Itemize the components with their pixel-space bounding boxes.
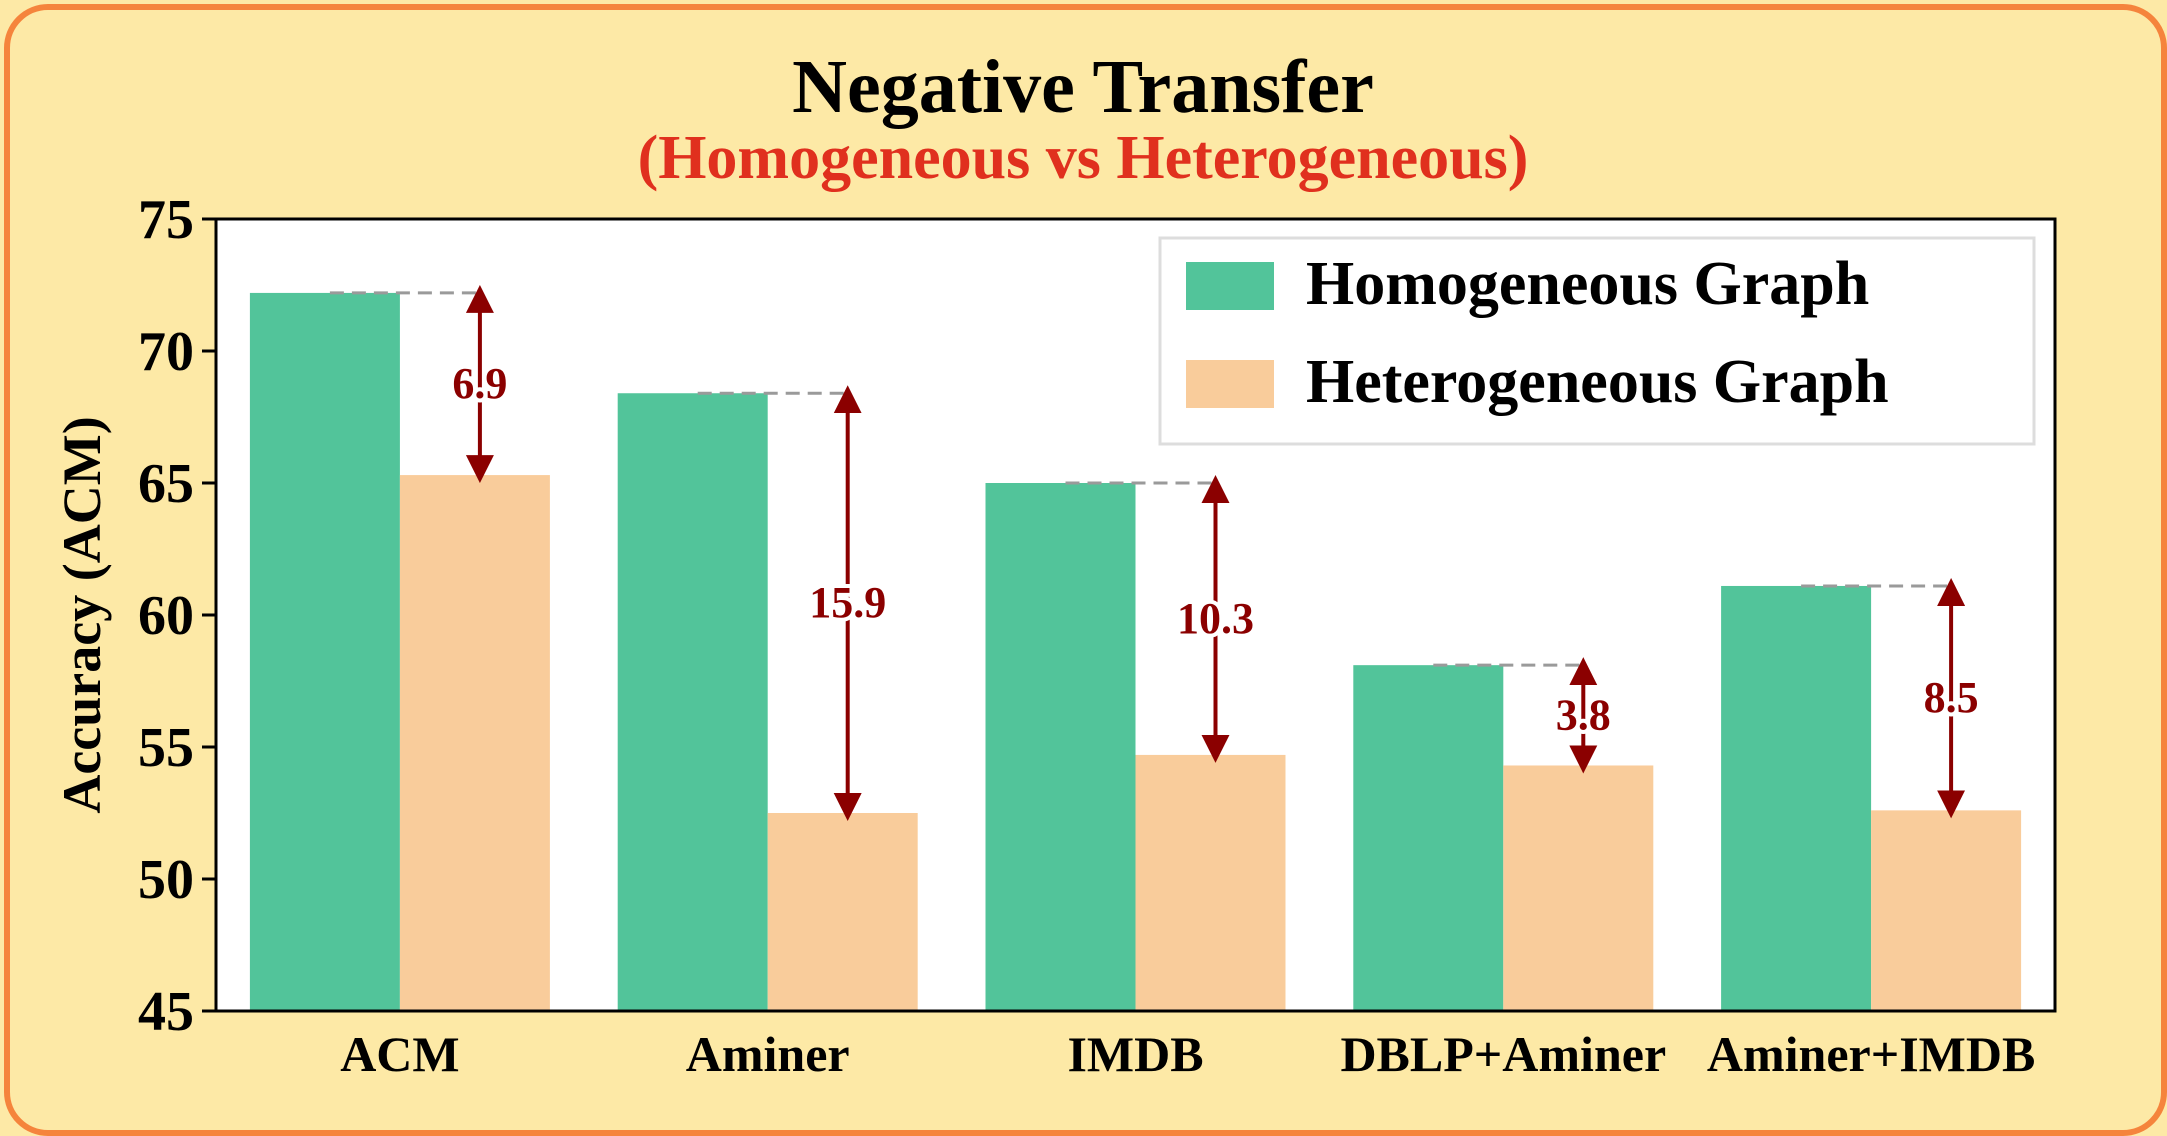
x-axis: ACM Aminer IMDB DBLP+Aminer Aminer+IMDB	[340, 1026, 2035, 1082]
legend-label: Homogeneous Graph	[1306, 250, 1869, 318]
y-tick-label: 60	[138, 585, 194, 647]
y-tick-label: 45	[138, 981, 194, 1043]
difference-label: 3.8	[1556, 690, 1611, 739]
bar-homogeneous-acm	[249, 292, 400, 1011]
difference-label: 15.9	[809, 578, 886, 627]
y-axis: 45 50 55 60 65 70 75	[138, 189, 216, 1043]
legend: Homogeneous Graph Heterogeneous Graph	[1158, 236, 2036, 446]
bars-layer	[249, 292, 2022, 1012]
bar-homogeneous-imdb	[985, 483, 1136, 1011]
bar-heterogeneous-acm	[399, 475, 550, 1012]
x-tick-label: ACM	[340, 1026, 459, 1082]
y-axis-label: Accuracy (ACM)	[52, 416, 112, 813]
bar-heterogeneous-aminer-imdb	[1871, 810, 2022, 1011]
legend-label: Heterogeneous Graph	[1306, 348, 1889, 416]
difference-label: 6.9	[452, 359, 507, 408]
y-tick-label: 50	[138, 849, 194, 911]
legend-box	[1158, 236, 2036, 446]
bar-heterogeneous-aminer	[767, 813, 918, 1011]
y-tick-label: 70	[138, 321, 194, 383]
difference-arrows-layer: 6.9 15.9 10.3 3.8 8.5	[448, 284, 1983, 821]
x-tick-label: IMDB	[1067, 1026, 1203, 1082]
x-tick-label: DBLP+Aminer	[1340, 1026, 1666, 1082]
y-tick-label: 65	[138, 453, 194, 515]
x-tick-label: Aminer+IMDB	[1707, 1026, 2035, 1082]
y-tick-label: 55	[138, 717, 194, 779]
y-tick-label: 75	[138, 189, 194, 251]
difference-label: 8.5	[1924, 673, 1979, 722]
reference-dashes-layer	[329, 291, 1952, 667]
legend-swatch	[1186, 262, 1274, 310]
bar-heterogeneous-dblp-aminer	[1503, 765, 1654, 1011]
chart-subtitle: (Homogeneous vs Heterogeneous)	[638, 124, 1529, 192]
legend-swatch	[1186, 360, 1274, 408]
bar-homogeneous-dblp-aminer	[1353, 665, 1504, 1011]
difference-label: 10.3	[1177, 594, 1254, 643]
x-tick-label: Aminer	[686, 1026, 850, 1082]
bar-homogeneous-aminer	[617, 393, 768, 1011]
bar-heterogeneous-imdb	[1135, 754, 1286, 1011]
chart-title: Negative Transfer	[792, 45, 1374, 129]
bar-homogeneous-aminer-imdb	[1721, 585, 1872, 1011]
